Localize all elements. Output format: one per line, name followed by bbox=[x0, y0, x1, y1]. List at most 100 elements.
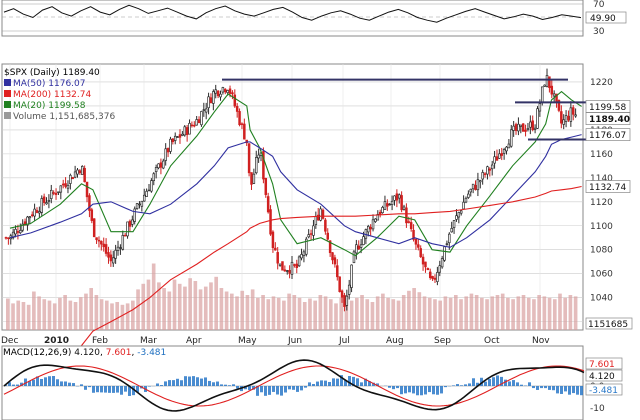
macd-tag-box bbox=[585, 369, 623, 382]
price-candle bbox=[288, 269, 291, 274]
macd-histogram-bar bbox=[416, 386, 419, 396]
macd-histogram-bar bbox=[328, 381, 331, 386]
macd-histogram-bar bbox=[544, 386, 547, 389]
macd-histogram-bar bbox=[188, 376, 191, 386]
price-candle bbox=[488, 168, 492, 171]
macd-histogram-bar bbox=[124, 386, 127, 392]
price-candle bbox=[345, 295, 349, 306]
macd-histogram-bar bbox=[552, 386, 555, 391]
price-candle bbox=[262, 151, 265, 180]
volume-tag: 1151685 bbox=[588, 320, 628, 330]
volume-bar bbox=[308, 298, 312, 330]
macd-histogram-bar bbox=[92, 386, 95, 393]
macd-histogram-bar bbox=[568, 386, 571, 395]
price-candle bbox=[529, 121, 532, 128]
price-candle bbox=[381, 207, 384, 214]
macd-histogram-bar bbox=[216, 381, 219, 386]
volume-bar bbox=[209, 282, 213, 330]
volume-bar bbox=[115, 302, 120, 330]
price-candle bbox=[11, 231, 15, 239]
macd-histogram-bar bbox=[348, 376, 351, 386]
price-candle bbox=[445, 243, 449, 245]
rsi-level-label: 70 bbox=[593, 0, 605, 10]
macd-histogram-bar bbox=[496, 375, 499, 386]
price-candle bbox=[383, 201, 387, 210]
price-candle bbox=[204, 108, 208, 113]
macd-histogram-bar bbox=[204, 377, 207, 386]
price-candle bbox=[552, 93, 556, 97]
macd-histogram-bar bbox=[272, 386, 275, 392]
rsi-line bbox=[3, 4, 582, 23]
macd-histogram-bar bbox=[192, 376, 195, 386]
price-candle bbox=[531, 120, 534, 131]
price-candle bbox=[412, 229, 415, 240]
macd-histogram-bar bbox=[424, 386, 427, 395]
macd-histogram-bar bbox=[468, 383, 471, 386]
volume-bar bbox=[146, 279, 151, 330]
price-candle bbox=[448, 233, 451, 244]
macd-histogram-bar bbox=[268, 386, 271, 395]
price-candle bbox=[276, 252, 279, 264]
price-candle bbox=[469, 188, 473, 193]
macd-histogram-bar bbox=[24, 378, 27, 386]
price-candle bbox=[69, 174, 72, 184]
price-candle bbox=[16, 231, 20, 233]
macd-histogram-bar bbox=[288, 386, 291, 390]
price-candle bbox=[300, 254, 303, 259]
price-candle bbox=[297, 256, 301, 267]
macd-histogram-bar bbox=[308, 382, 311, 386]
price-candle bbox=[197, 119, 201, 124]
price-candle bbox=[166, 148, 170, 153]
price-candle bbox=[45, 202, 48, 205]
price-candle bbox=[226, 90, 229, 93]
macd-histogram-bar bbox=[8, 382, 11, 386]
month-label: 2010 bbox=[44, 336, 69, 346]
volume-bar bbox=[21, 302, 26, 330]
price-candle bbox=[57, 191, 60, 193]
price-candle bbox=[183, 126, 187, 136]
volume-bar bbox=[177, 283, 182, 330]
price-candle bbox=[540, 86, 544, 103]
volume-bar bbox=[401, 295, 406, 330]
price-candle bbox=[409, 222, 413, 230]
price-candle bbox=[278, 263, 282, 266]
volume-bar bbox=[323, 296, 328, 330]
ma20-value: 1199.58 bbox=[48, 101, 86, 111]
volume-bar bbox=[11, 303, 15, 330]
volume-bar bbox=[537, 295, 541, 330]
macd-histogram-bar bbox=[136, 386, 139, 393]
volume-bar bbox=[339, 297, 344, 330]
price-candle bbox=[500, 153, 503, 156]
volume-bar bbox=[172, 279, 177, 330]
price-tag-box bbox=[585, 112, 631, 125]
month-label: Feb bbox=[92, 336, 108, 346]
price-candle bbox=[212, 91, 215, 104]
macd-histogram-bar bbox=[564, 386, 567, 392]
volume-bar bbox=[573, 296, 578, 330]
price-candle bbox=[23, 221, 27, 225]
price-candle bbox=[195, 119, 198, 126]
price-candle bbox=[355, 244, 358, 254]
price-candle bbox=[85, 181, 89, 198]
macd-histogram-bar bbox=[116, 386, 119, 393]
price-candle bbox=[90, 209, 94, 221]
volume-bar bbox=[365, 299, 370, 330]
macd-histogram-bar bbox=[368, 381, 371, 386]
macd-histogram-bar bbox=[404, 386, 407, 394]
price-candle bbox=[407, 221, 411, 223]
price-candle bbox=[250, 172, 253, 185]
macd-histogram-bar bbox=[412, 386, 415, 394]
price-tick-label: 1080 bbox=[590, 246, 613, 256]
macd-hist-value: -3.481 bbox=[137, 348, 167, 358]
macd-histogram-bar bbox=[52, 376, 55, 386]
price-candle bbox=[252, 173, 256, 184]
chart-legend: $SPX (Daily) 1189.40 MA(50) 1176.07 MA(2… bbox=[4, 68, 115, 123]
price-candle bbox=[426, 268, 430, 271]
month-label: Oct bbox=[484, 336, 500, 346]
macd-histogram-bar bbox=[80, 384, 83, 386]
price-candle bbox=[243, 123, 246, 140]
price-candle bbox=[450, 228, 453, 233]
volume-bar bbox=[349, 300, 354, 330]
macd-histogram-bar bbox=[104, 386, 107, 393]
